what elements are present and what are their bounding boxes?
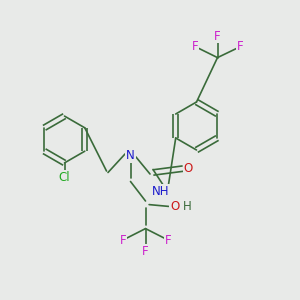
Text: F: F [165,233,171,247]
Text: O: O [170,200,179,213]
Text: O: O [184,161,193,175]
Text: F: F [192,40,198,53]
Text: NH: NH [152,185,169,198]
Text: Cl: Cl [59,171,70,184]
Text: F: F [237,40,244,53]
Text: F: F [142,245,149,258]
Text: F: F [120,233,126,247]
Text: N: N [126,149,135,162]
Text: H: H [183,200,192,213]
Text: F: F [214,29,221,43]
